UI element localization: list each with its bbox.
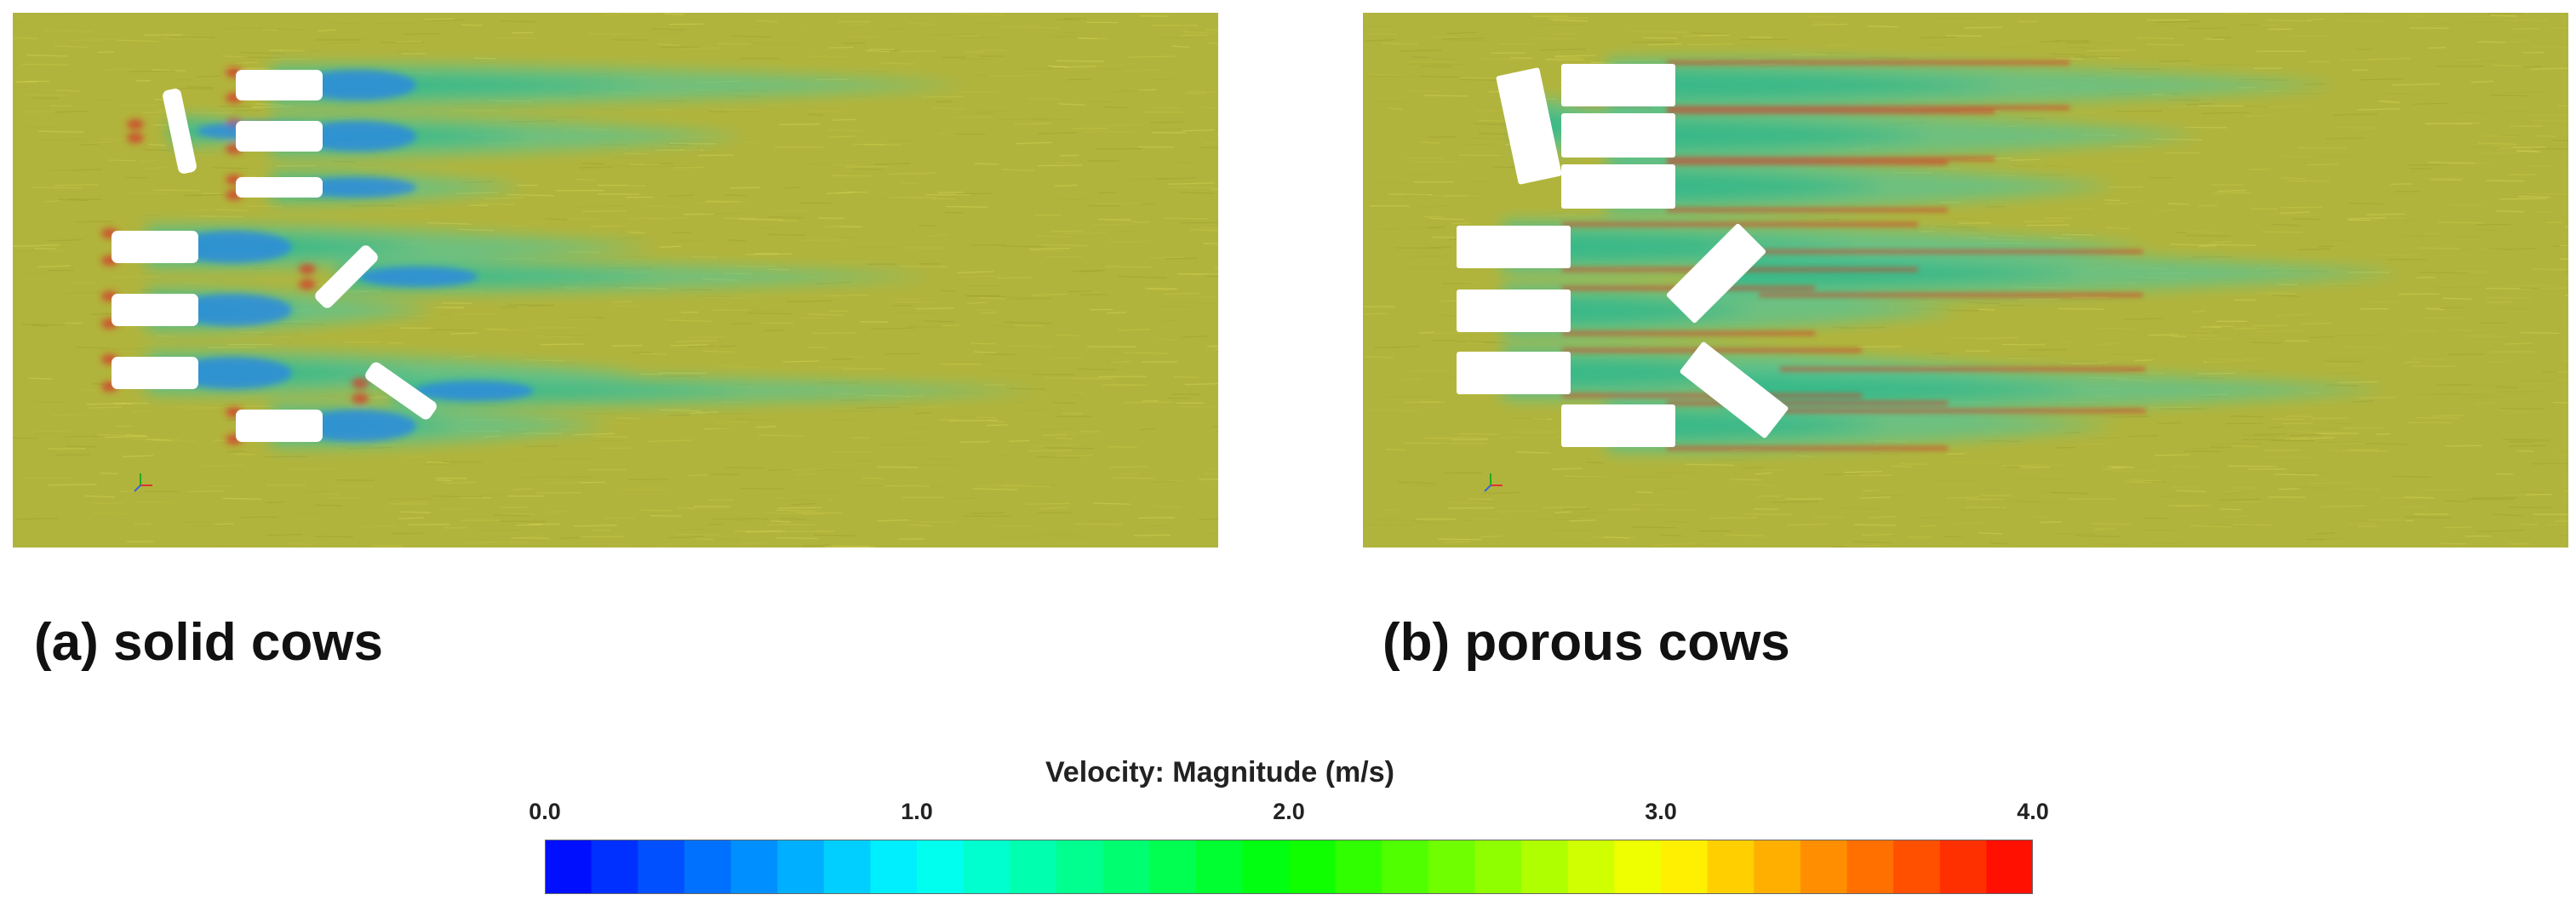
panel-solid-cows (13, 13, 1218, 548)
cow-obstacle (1561, 113, 1675, 158)
panel-label-a: (a) solid cows (34, 613, 383, 672)
cow-obstacle (1561, 404, 1675, 447)
colorbar-tick-label: 2.0 (1273, 799, 1305, 824)
velocity-colorbar (545, 840, 2033, 894)
colorbar-segment (1846, 840, 1894, 894)
cow-obstacles (112, 70, 437, 442)
cow-obstacle (315, 245, 378, 308)
colorbar-segment (1242, 840, 1290, 894)
colorbar-segment (1428, 840, 1476, 894)
cow-obstacle (1561, 164, 1675, 209)
colorbar-title: Velocity: Magnitude (m/s) (1045, 756, 1394, 788)
cow-obstacle (1457, 226, 1571, 268)
axis-triad-icon (134, 473, 152, 492)
colorbar-segment (1754, 840, 1801, 894)
cow-obstacle (236, 410, 323, 442)
colorbar-segment (1335, 840, 1382, 894)
cow-obstacle (1666, 223, 1766, 324)
colorbar-tick-label: 0.0 (529, 799, 561, 824)
velocity-field-porous (1363, 13, 2568, 548)
cow-obstacle (1561, 64, 1675, 106)
colorbar-segment (1661, 840, 1709, 894)
axis-triad-icon (1484, 473, 1503, 492)
cow-obstacle (1496, 67, 1562, 185)
colorbar-segment (638, 840, 685, 894)
colorbar-segment (823, 840, 871, 894)
colorbar-segment (1195, 840, 1243, 894)
streamline-texture (13, 13, 1218, 548)
cow-obstacle (112, 231, 198, 263)
colorbar-segment (1521, 840, 1569, 894)
colorbar-segment (1939, 840, 1987, 894)
cow-obstacle (163, 89, 197, 174)
colorbar-segment (1986, 840, 2033, 894)
cow-obstacles (1457, 64, 1789, 447)
colorbar-segment (1893, 840, 1941, 894)
colorbar-segment (1474, 840, 1522, 894)
panel-label-b: (b) porous cows (1382, 613, 1790, 672)
colorbar-tick-label: 4.0 (2017, 799, 2049, 824)
colorbar-segment (1289, 840, 1337, 894)
cow-obstacle (1457, 290, 1571, 332)
cow-obstacle (236, 70, 323, 100)
cow-obstacle (236, 177, 323, 198)
cow-obstacle (236, 121, 323, 152)
colorbar-segment (1010, 840, 1057, 894)
colorbar-segment (1707, 840, 1755, 894)
colorbar-segment (591, 840, 638, 894)
colorbar-segment (917, 840, 965, 894)
wake-regions (101, 64, 1040, 448)
cow-obstacle (112, 357, 198, 389)
colorbar-segment (870, 840, 918, 894)
colorbar-segment (1567, 840, 1615, 894)
colorbar-tick-label: 1.0 (901, 799, 933, 824)
cow-obstacle (1680, 341, 1789, 439)
velocity-field-solid (13, 13, 1218, 548)
cow-obstacle (112, 294, 198, 326)
colorbar-segment (963, 840, 1010, 894)
colorbar-segment (777, 840, 825, 894)
colorbar-segment (1800, 840, 1848, 894)
colorbar-tick-label: 3.0 (1645, 799, 1677, 824)
colorbar-segment (1056, 840, 1104, 894)
colorbar-segment (1102, 840, 1150, 894)
colorbar-segment (1149, 840, 1197, 894)
cow-obstacle (365, 362, 437, 420)
colorbar-swatches (545, 840, 2033, 894)
panel-porous-cows (1363, 13, 2568, 548)
colorbar-segment (730, 840, 778, 894)
colorbar-segment (545, 840, 592, 894)
cow-obstacle (1457, 352, 1571, 394)
colorbar-segment (684, 840, 732, 894)
colorbar-segment (1614, 840, 1662, 894)
colorbar-segment (1382, 840, 1429, 894)
